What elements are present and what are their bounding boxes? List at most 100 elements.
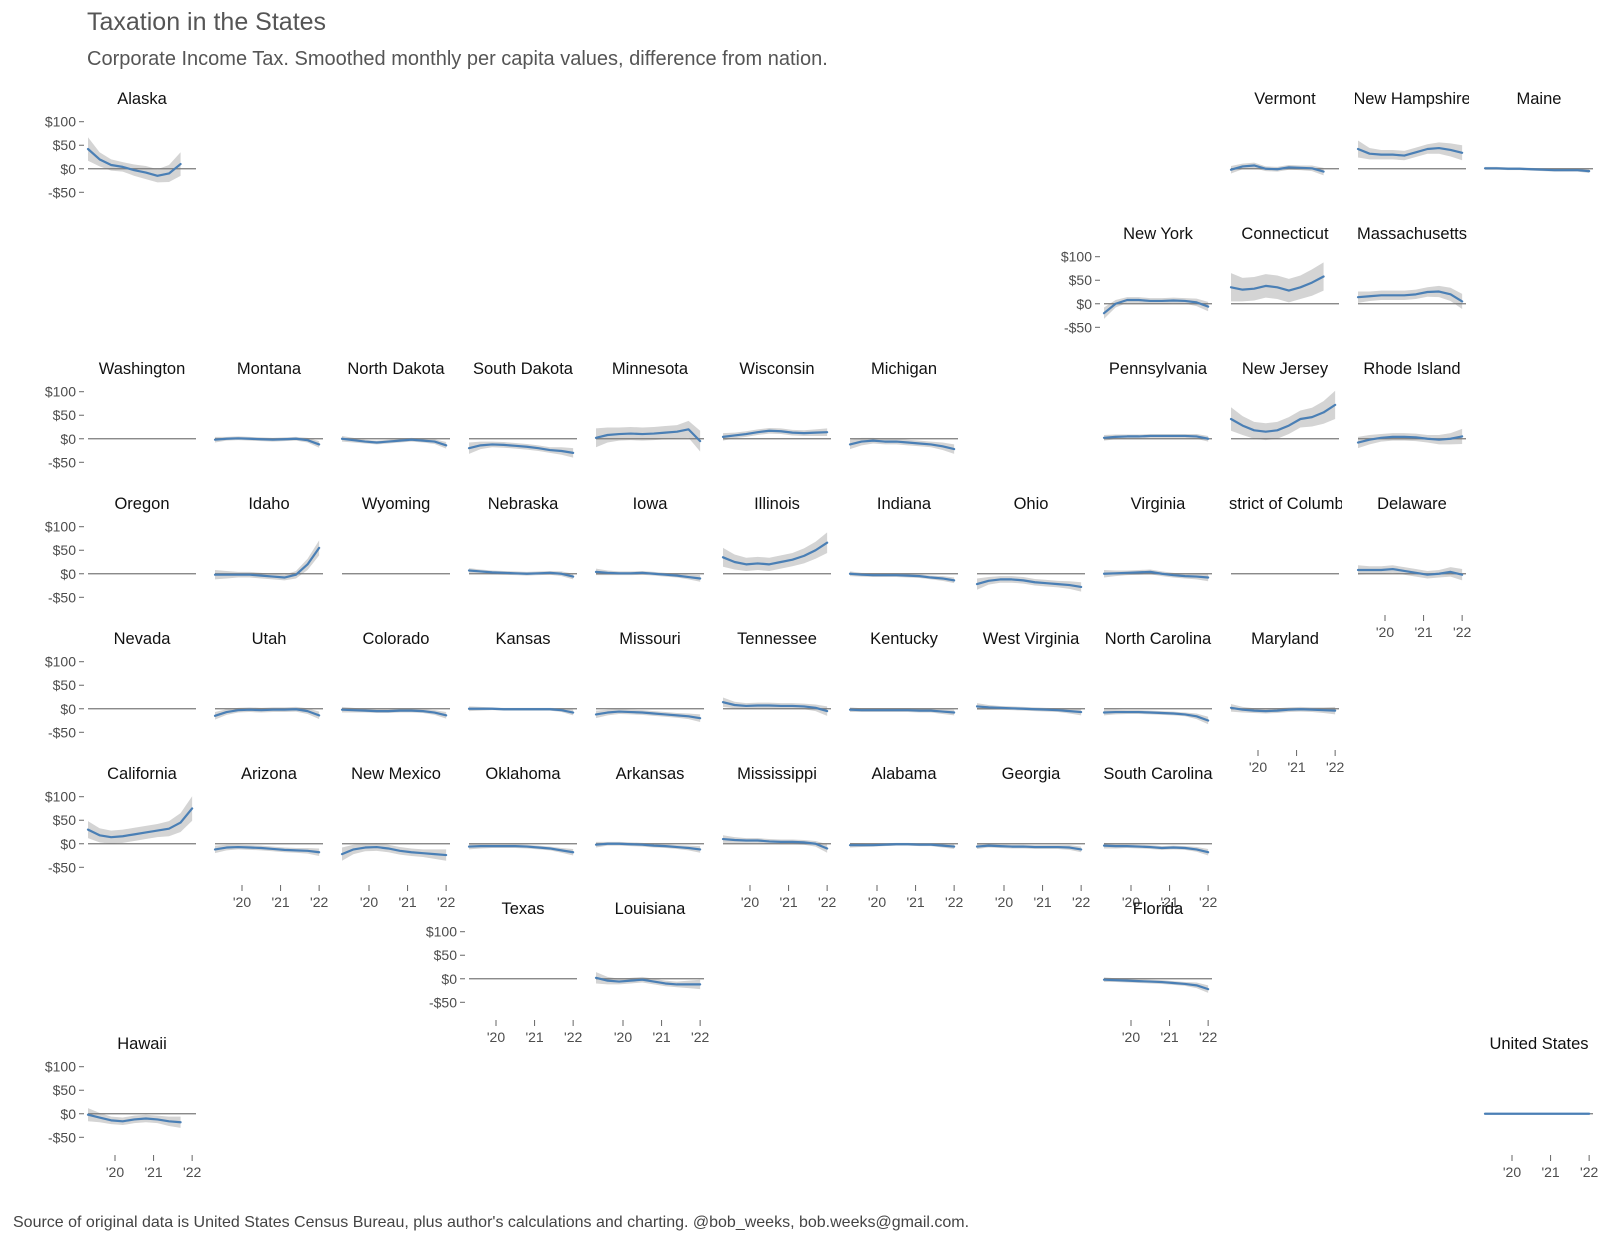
series-line (1102, 434, 1210, 440)
x-tick-label: '20 (1122, 1029, 1140, 1045)
panel-title: Tennessee (737, 630, 817, 648)
series-line (975, 705, 1083, 714)
x-tick-label: '20 (1503, 1164, 1521, 1180)
y-tick-label: $0 (60, 701, 76, 717)
x-tick-label: '21 (1414, 624, 1432, 640)
panel-title: Minnesota (612, 360, 689, 378)
panel-tennessee: Tennessee (721, 630, 831, 716)
panel-plot (467, 706, 577, 716)
panel-kentucky: Kentucky (848, 630, 958, 716)
panel-plot (86, 796, 196, 845)
series-line (1229, 706, 1337, 713)
y-tick-label: $100 (45, 114, 76, 130)
page-title: Taxation in the States (87, 8, 327, 36)
y-tick-label: $0 (441, 971, 457, 987)
panel-plot (721, 532, 831, 575)
panel-title: Virginia (1131, 495, 1187, 513)
panel-plot (86, 1108, 196, 1128)
confidence-band (723, 532, 828, 571)
series-line (1102, 298, 1210, 315)
panel-plot (848, 437, 958, 454)
panel-title: Hawaii (117, 1035, 167, 1053)
x-tick-label: '20 (614, 1029, 632, 1045)
panel-kansas: Kansas (467, 630, 577, 716)
series-line (1356, 435, 1464, 444)
panel-massachusetts: Massachusetts (1356, 225, 1467, 309)
y-tick-label: -$50 (48, 724, 76, 740)
x-tick-label: '22 (310, 894, 328, 910)
series-line (848, 708, 956, 714)
y-tick-label: $50 (53, 1082, 77, 1098)
panel-title: Oregon (114, 495, 169, 513)
panel-title: Louisiana (615, 900, 686, 918)
series-line (1102, 844, 1210, 854)
panel-title: Florida (1133, 900, 1184, 918)
panel-alabama: Alabama '20 '21 '22 (848, 765, 963, 910)
panel-plot (213, 706, 323, 720)
panel-title: Nebraska (488, 495, 559, 513)
panel-title: Texas (501, 900, 544, 918)
page-subtitle: Corporate Income Tax. Smoothed monthly p… (87, 48, 828, 70)
series-line (340, 437, 448, 447)
x-tick-label: '21 (1541, 1164, 1559, 1180)
y-tick-label: $100 (45, 384, 76, 400)
y-tick-label: $50 (53, 407, 77, 423)
panel-plot (1229, 390, 1339, 441)
panel-plot (340, 706, 450, 719)
y-tick-label: $50 (53, 542, 77, 558)
x-tick-label: '22 (1326, 759, 1344, 775)
panel-plot (1229, 162, 1339, 176)
panel-plot (1356, 428, 1466, 449)
y-tick-label: $0 (60, 431, 76, 447)
panel-missouri: Missouri (594, 630, 704, 722)
panel-idaho: Idaho (213, 495, 323, 581)
panel-title: West Virginia (983, 630, 1080, 648)
series-line (340, 845, 448, 857)
panel-plot (594, 568, 704, 582)
panel-new-mexico: New Mexico '20 '21 '22 (340, 765, 455, 910)
y-tick-label: $50 (53, 677, 77, 693)
y-tick-label: $0 (60, 161, 76, 177)
panel-plot (1229, 704, 1339, 715)
x-tick-label: '21 (1160, 1029, 1178, 1045)
panel-georgia: Georgia '20 '21 '22 (975, 765, 1090, 910)
x-tick-label: '22 (183, 1164, 201, 1180)
panel-michigan: Michigan (848, 360, 958, 454)
y-tick-label: $0 (60, 1106, 76, 1122)
panel-plot (1483, 166, 1593, 173)
y-tick-label: $0 (60, 836, 76, 852)
panel-title: New Hampshire (1353, 90, 1470, 108)
series-line (340, 708, 448, 717)
panel-title: Wyoming (362, 495, 431, 513)
panel-plot (1102, 708, 1212, 725)
panel-plot (213, 540, 323, 581)
x-tick-label: '22 (564, 1029, 582, 1045)
panel-maine: Maine (1483, 90, 1593, 173)
panel-plot (467, 568, 577, 580)
panel-plot (213, 436, 323, 448)
confidence-band (1358, 140, 1463, 161)
confidence-band (596, 568, 701, 582)
confidence-band (1231, 262, 1324, 303)
x-tick-label: '20 (1122, 894, 1140, 910)
series-line (86, 1113, 182, 1124)
panel-title: Vermont (1254, 90, 1316, 108)
panel-plot (213, 843, 323, 856)
panel-plot (1356, 140, 1466, 170)
series-line (213, 708, 321, 717)
source-caption: Source of original data is United States… (13, 1214, 970, 1231)
panel-plot (721, 697, 831, 716)
panel-title: Alabama (871, 765, 937, 783)
panel-plot (86, 137, 196, 183)
series-line (721, 837, 829, 850)
panel-plot (467, 843, 577, 856)
panel-title: District of Columbia (1213, 495, 1357, 513)
series-line (1356, 290, 1464, 303)
x-tick-label: '20 (1376, 624, 1394, 640)
panel-plot (467, 438, 577, 458)
panel-vermont: Vermont (1229, 90, 1339, 176)
y-tick-label: $50 (53, 137, 77, 153)
panel-rhode-island: Rhode Island (1356, 360, 1466, 449)
panel-title: North Carolina (1105, 630, 1212, 648)
panel-title: Maine (1517, 90, 1562, 108)
